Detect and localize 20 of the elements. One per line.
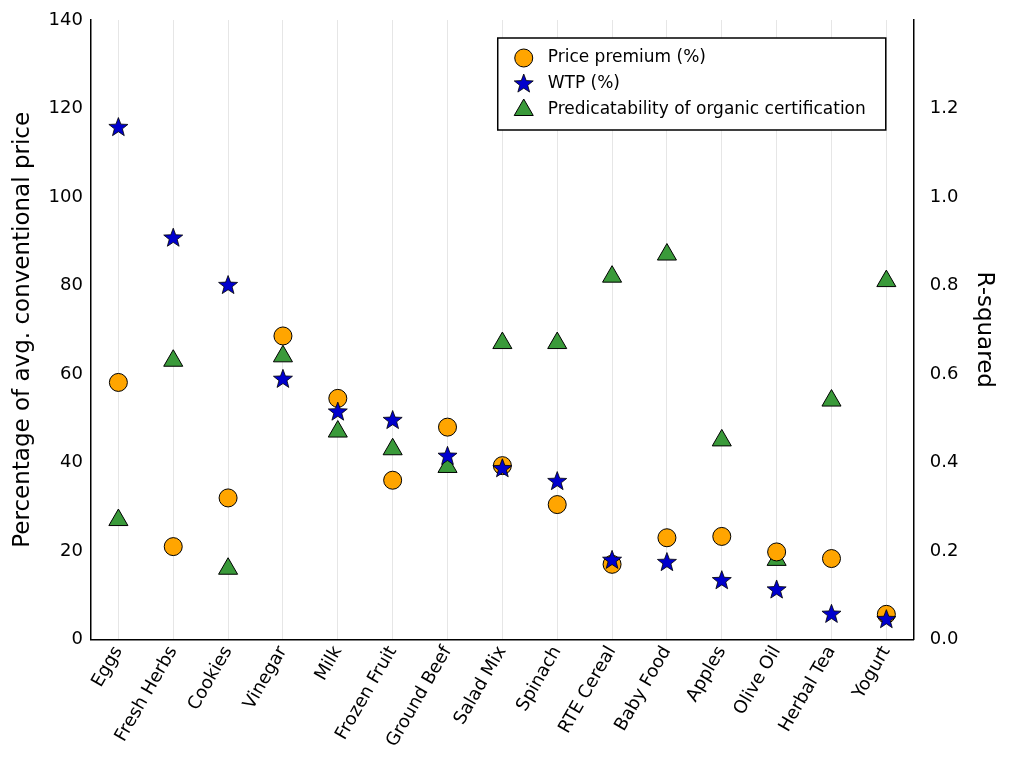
- y-tick-label: 100: [48, 184, 83, 206]
- y-axis-title: Percentage of avg. conventional price: [7, 111, 34, 548]
- legend-label: Price premium (%): [547, 46, 706, 67]
- y-tick-label: 0: [71, 627, 83, 649]
- y2-tick-label: 0.4: [929, 450, 959, 472]
- y-tick-label: 80: [60, 273, 83, 295]
- y-tick-label: 140: [48, 7, 83, 29]
- y-tick-label: 120: [48, 96, 83, 118]
- y-tick-label: 40: [60, 450, 83, 472]
- y2-tick-label: 0.6: [929, 361, 959, 383]
- y2-tick-label: 1.2: [929, 96, 959, 118]
- y2-tick-label: 0.2: [929, 538, 959, 560]
- y2-tick-label: 0.8: [929, 273, 959, 295]
- legend-label: WTP (%): [547, 72, 621, 93]
- y2-tick-label: 1.0: [929, 184, 959, 206]
- y2-tick-label: 0.0: [929, 627, 959, 649]
- y2-axis-title: R-squared: [973, 271, 1000, 388]
- y-tick-label: 20: [60, 538, 83, 560]
- legend-label: Predicatability of organic certification: [547, 98, 866, 119]
- y-tick-label: 60: [60, 361, 83, 383]
